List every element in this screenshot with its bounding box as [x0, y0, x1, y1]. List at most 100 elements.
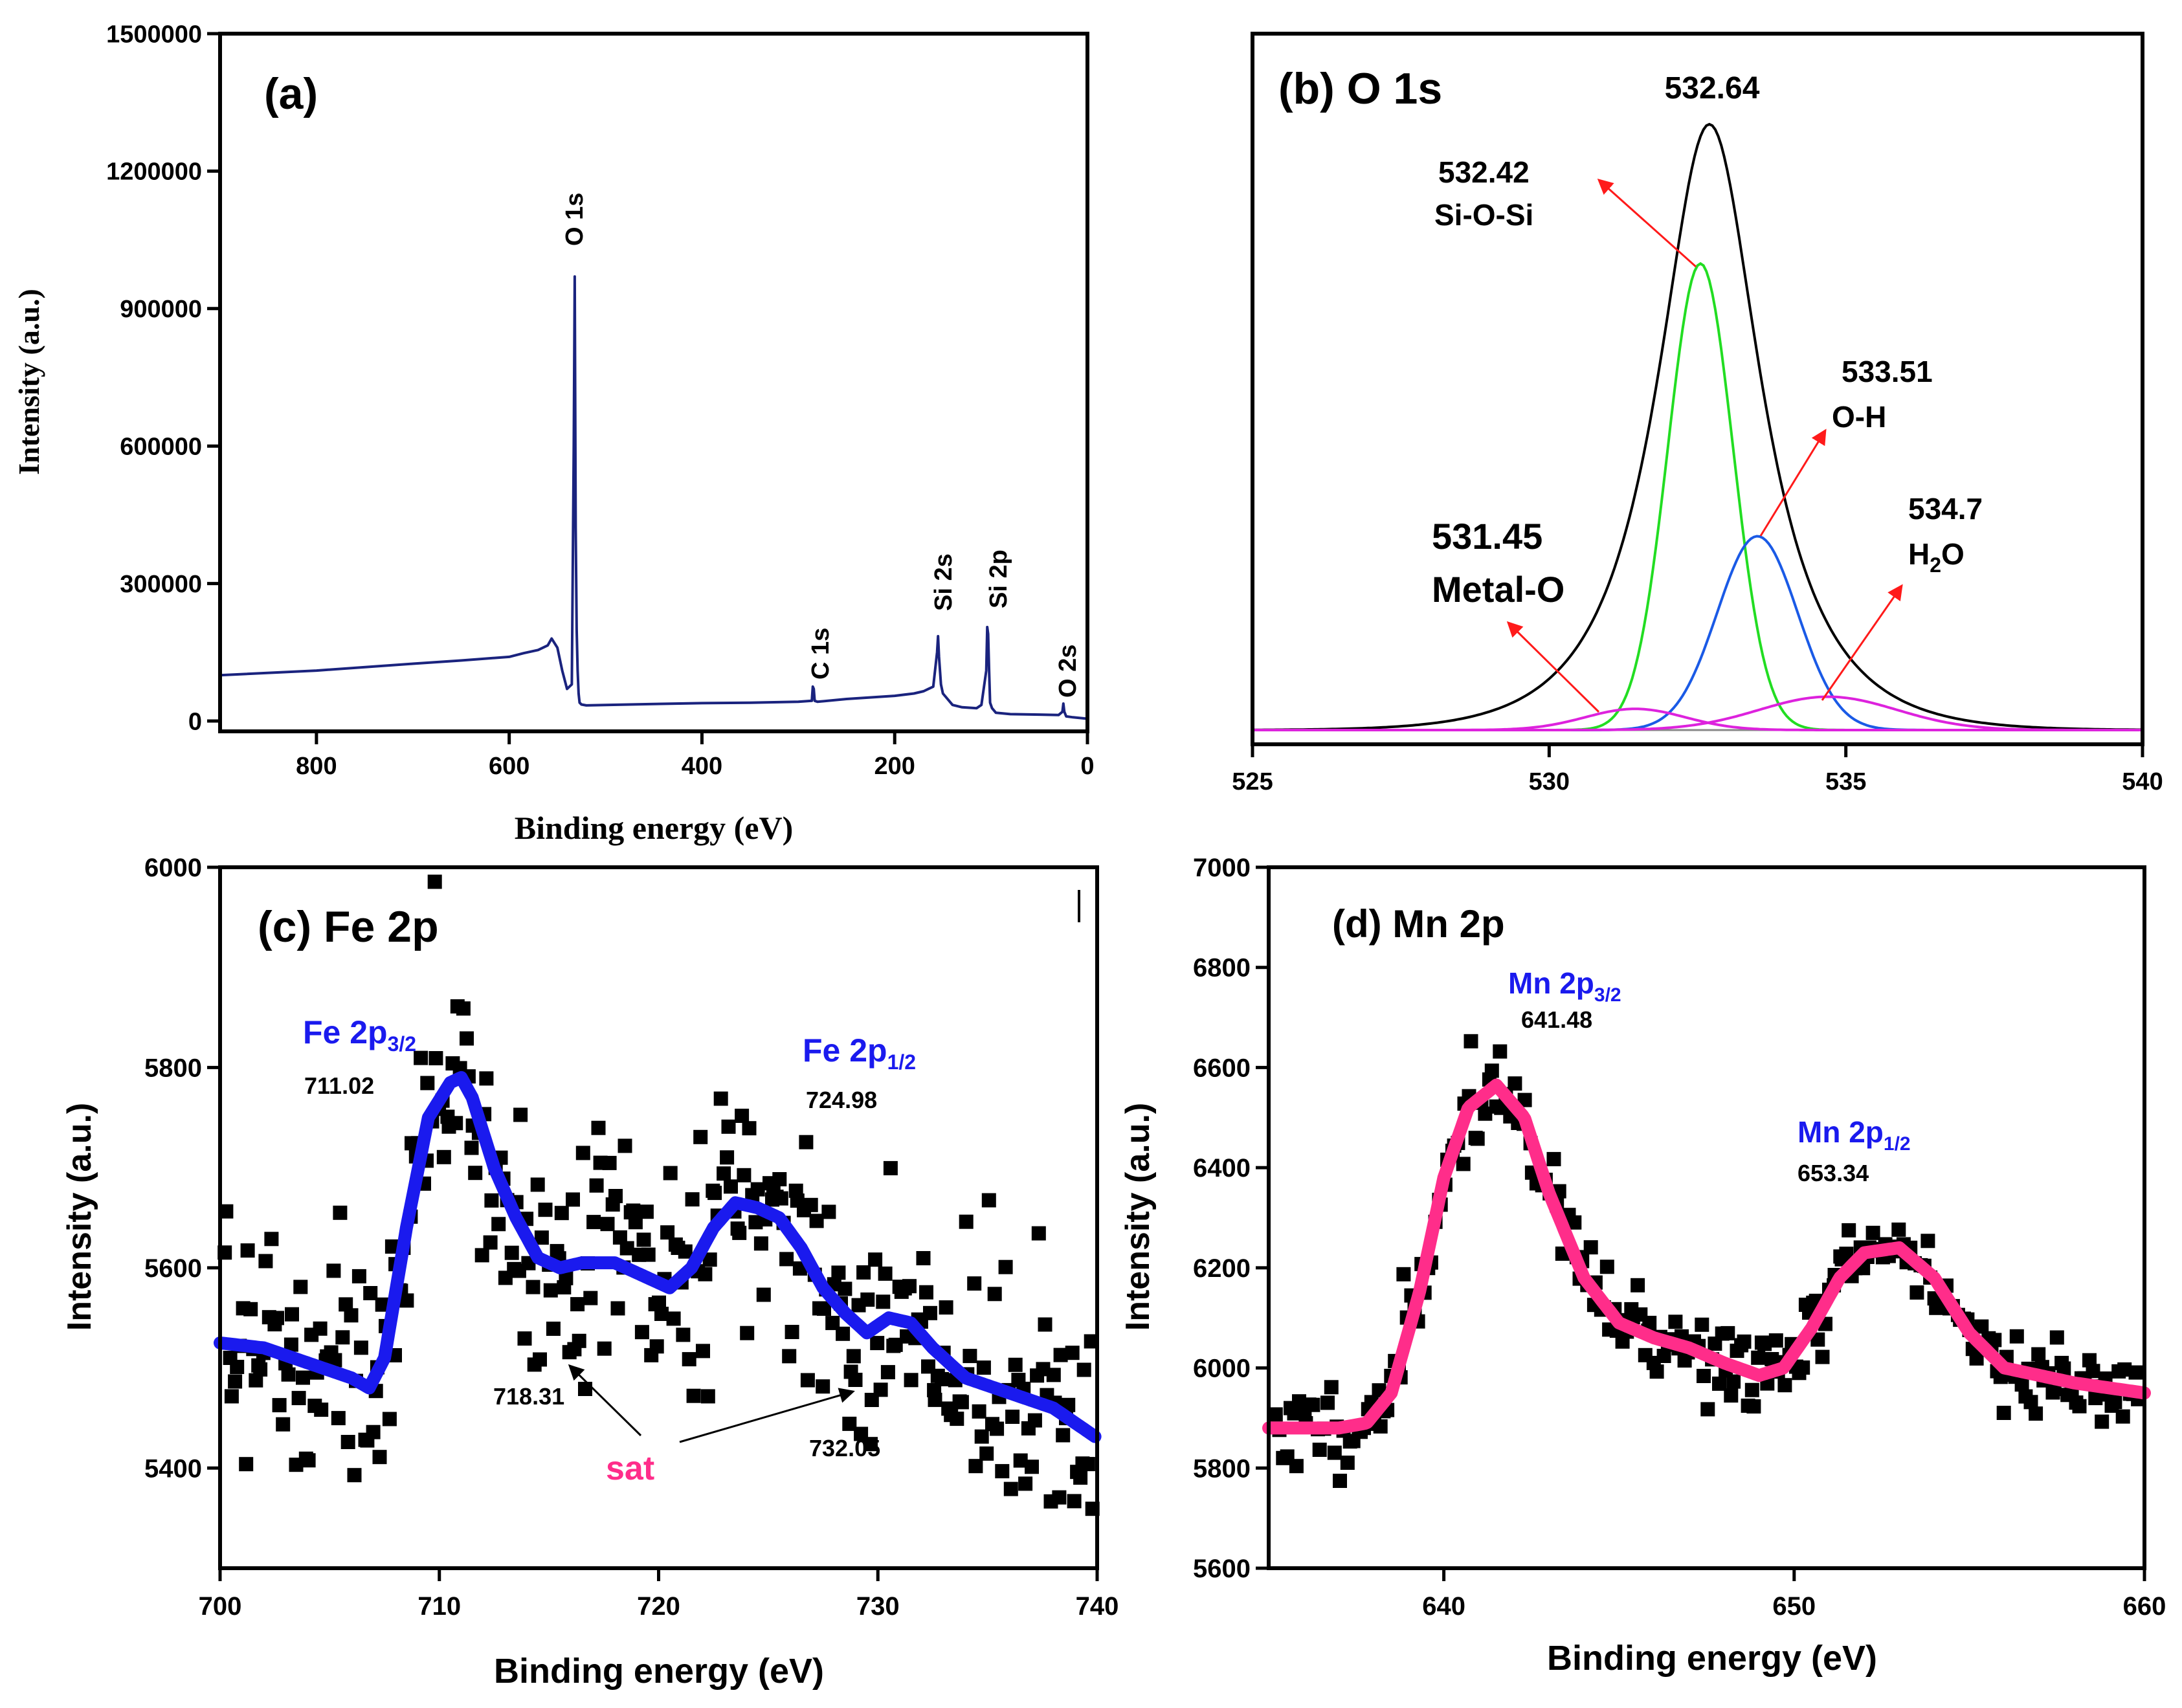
data-point [326, 1263, 341, 1278]
data-point [685, 1192, 700, 1207]
data-point [2023, 1395, 2038, 1410]
label-fe2p12-sub: 1/2 [887, 1050, 916, 1074]
data-point [353, 1340, 368, 1355]
data-point [928, 1392, 942, 1407]
data-point [1031, 1226, 1046, 1241]
data-point [2108, 1395, 2122, 1410]
data-point [702, 1252, 717, 1267]
label-724-98: 724.98 [806, 1087, 877, 1113]
label-metal-o: Metal-O [1432, 569, 1564, 610]
data-point [878, 1266, 893, 1281]
label-fe2p32-sub: 3/2 [388, 1032, 416, 1056]
label-mn2p32-sub: 3/2 [1594, 984, 1621, 1006]
data-point [1668, 1314, 1683, 1329]
data-point [995, 1464, 1010, 1479]
label-532-42-value: 532.42 [1438, 155, 1530, 189]
data-point [1289, 1459, 1304, 1474]
data-point [2072, 1399, 2087, 1414]
data-point [1987, 1333, 2002, 1348]
data-point [888, 1337, 903, 1352]
data-point [583, 1291, 598, 1305]
data-point [597, 1341, 612, 1356]
data-point [2056, 1361, 2071, 1376]
data-point [717, 1166, 731, 1181]
panel-a-ytick-label: 600000 [120, 434, 202, 461]
panel-a-xtick-label: 800 [296, 753, 337, 780]
label-mn2p12-main: Mn 2p [1798, 1115, 1884, 1149]
panel-d-xtick-label: 640 [1422, 1592, 1465, 1621]
panel-d-xtick-label: 660 [2123, 1592, 2166, 1621]
data-point [504, 1245, 519, 1260]
panel-d-ytick-label: 5800 [1193, 1454, 1251, 1483]
data-point [923, 1305, 937, 1320]
data-point [950, 1412, 964, 1426]
data-point [660, 1225, 675, 1240]
data-point [2088, 1391, 2103, 1406]
data-point [856, 1265, 871, 1280]
data-point [1865, 1225, 1880, 1240]
label-o1s: O 1s [561, 193, 588, 246]
data-point [333, 1205, 348, 1220]
data-point [1969, 1351, 1984, 1366]
data-point [700, 1389, 715, 1404]
data-point [366, 1425, 381, 1439]
data-point [219, 1204, 234, 1219]
data-point [1053, 1348, 1068, 1362]
panel-d-xlabel: Binding energy (eV) [1547, 1639, 1877, 1678]
panel-d-ytick-label: 6600 [1193, 1054, 1251, 1082]
data-point [420, 1076, 435, 1091]
panel-c-xtick-label: 740 [1076, 1592, 1119, 1621]
data-point [825, 1316, 840, 1331]
data-point [836, 1326, 851, 1341]
data-point [1396, 1267, 1411, 1281]
data-point [1815, 1349, 1830, 1364]
data-point [468, 1166, 483, 1181]
label-711-02: 711.02 [304, 1072, 374, 1099]
data-point [602, 1155, 617, 1170]
data-point [1839, 1247, 1854, 1261]
label-533-51-value: 533.51 [1842, 355, 1933, 388]
data-point [816, 1379, 830, 1394]
data-point [799, 1135, 814, 1149]
arrow-o-h [1759, 428, 1827, 537]
data-point [750, 1182, 765, 1197]
panel-c-axis-ticks: 700 710 720 730 740 5400 5600 5800 6000 [144, 854, 1119, 1621]
data-point [968, 1459, 983, 1474]
panel-c-xtick-label: 720 [637, 1592, 680, 1621]
data-point [1484, 1063, 1499, 1078]
data-point [382, 1412, 397, 1426]
panel-b-frame [1251, 32, 2144, 746]
survey-spectrum-line [219, 275, 1088, 720]
label-mn2p32-main: Mn 2p [1508, 966, 1594, 1000]
panel-c-ytick-label: 5600 [144, 1254, 202, 1283]
data-point [720, 1150, 735, 1165]
data-point [427, 874, 442, 889]
data-point [464, 1140, 479, 1155]
data-point [1796, 1360, 1810, 1375]
label-o-h: O-H [1832, 400, 1886, 434]
data-point [491, 1217, 506, 1232]
data-point [1013, 1453, 1028, 1468]
data-point [1642, 1316, 1657, 1330]
label-peak-top: 532.64 [1665, 71, 1760, 105]
data-point [654, 1307, 669, 1321]
label-si2p: Si 2p [985, 549, 1012, 608]
data-point [243, 1302, 258, 1316]
data-point [1038, 1317, 1052, 1332]
data-point [1726, 1374, 1741, 1389]
panel-c-ytick-label: 5800 [144, 1054, 202, 1082]
panel-b: 525 530 535 540 (b) O 1s 532.64 532.42 Si-O… [1232, 32, 2163, 795]
label-si-o-si: Si-O-Si [1434, 198, 1533, 232]
data-point [972, 1404, 986, 1419]
data-point [546, 1322, 561, 1336]
data-point [1631, 1278, 1645, 1292]
data-point [821, 1204, 836, 1219]
data-point [981, 1193, 996, 1208]
data-point [696, 1344, 710, 1359]
arrow-h2o [1821, 584, 1903, 701]
data-point [339, 1297, 353, 1312]
data-point [1056, 1428, 1071, 1443]
data-point [314, 1403, 329, 1417]
panel-b-xtick-label: 535 [1825, 768, 1866, 795]
data-point [384, 1239, 399, 1254]
